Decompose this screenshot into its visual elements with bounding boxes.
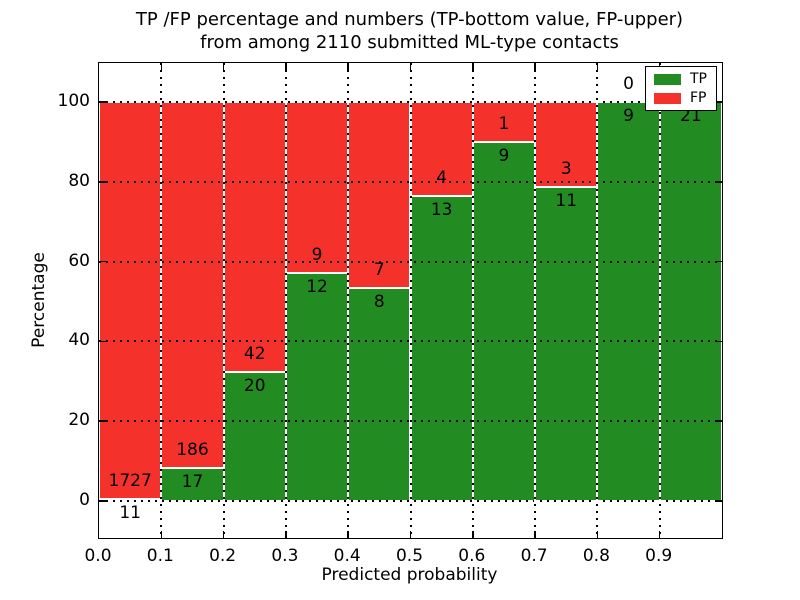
- fp-count-label: 42: [243, 344, 266, 365]
- x-tick-mark: [534, 531, 536, 538]
- fp-count-label: 0: [623, 73, 634, 94]
- bar-segment-tp: [410, 195, 473, 502]
- x-tick-mark: [596, 531, 599, 538]
- x-tick-label: 0.7: [520, 546, 548, 566]
- x-tick-mark: [285, 531, 287, 538]
- x-tick-label: 0.9: [645, 546, 673, 566]
- y-tick-mark: [99, 340, 106, 343]
- legend-label-fp: FP: [690, 90, 707, 106]
- x-tick-mark: [409, 531, 412, 538]
- x-axis-label: Predicted probability: [321, 565, 498, 585]
- fp-count-label: 9: [311, 244, 323, 265]
- bar-segment-fp: [535, 101, 598, 188]
- chart-title-line1: TP /FP percentage and numbers (TP-bottom…: [135, 9, 684, 30]
- chart-title: TP /FP percentage and numbers (TP-bottom…: [98, 8, 721, 54]
- fp-count-label: 4: [436, 167, 448, 188]
- gridline-vertical: [160, 63, 163, 538]
- y-tick-mark: [99, 500, 106, 502]
- x-tick-mark: [222, 531, 225, 538]
- legend: TP FP: [645, 66, 717, 111]
- fp-count-label: 7: [373, 260, 385, 281]
- x-tick-label: 0.3: [271, 546, 299, 566]
- y-tick-mark: [715, 500, 722, 502]
- y-tick-label: 20: [68, 410, 90, 431]
- x-tick-mark: [472, 63, 474, 70]
- y-tick-label: 0: [79, 490, 90, 511]
- legend-entry-tp: TP: [654, 72, 707, 86]
- bar-segment-tp: [472, 141, 536, 502]
- legend-label-tp: TP: [690, 71, 707, 87]
- tp-count-label: 8: [373, 292, 385, 313]
- bar-segment-tp: [348, 288, 411, 502]
- x-tick-label: 0.8: [582, 546, 610, 566]
- legend-entry-fp: FP: [654, 91, 707, 105]
- y-tick-mark: [715, 101, 722, 103]
- bar-segment-tp: [535, 187, 598, 502]
- y-tick-label: 60: [68, 250, 90, 271]
- tp-count-label: 11: [555, 191, 578, 212]
- x-tick-label: 0.0: [84, 546, 112, 566]
- gridline-vertical: [347, 63, 350, 538]
- tp-count-label: 9: [623, 105, 634, 126]
- tp-count-label: 20: [243, 376, 266, 397]
- fp-count-label: 186: [176, 439, 209, 460]
- bar-segment-fp: [223, 101, 286, 373]
- gridline-vertical: [596, 63, 599, 538]
- y-tick-mark: [99, 181, 106, 183]
- x-tick-mark: [472, 531, 474, 538]
- tp-count-label: 9: [498, 145, 510, 166]
- bar-segment-fp: [99, 101, 162, 499]
- x-tick-mark: [347, 531, 349, 538]
- fp-count-label: 1: [498, 113, 510, 134]
- y-tick-mark: [99, 101, 106, 103]
- x-tick-label: 0.6: [458, 546, 486, 566]
- y-tick-mark: [715, 340, 722, 343]
- x-tick-label: 0.4: [333, 546, 361, 566]
- tp-count-label: 12: [306, 276, 328, 297]
- x-tick-label: 0.2: [209, 546, 237, 566]
- bar-segment-tp: [597, 101, 660, 502]
- x-tick-mark: [409, 63, 412, 70]
- fp-count-label: 3: [560, 159, 572, 180]
- x-tick-mark: [160, 531, 163, 538]
- y-tick-mark: [715, 420, 722, 422]
- gridline-vertical: [658, 63, 661, 538]
- x-tick-mark: [658, 531, 661, 538]
- y-tick-label: 40: [68, 330, 90, 351]
- tp-color-swatch-icon: [654, 73, 681, 85]
- fp-count-label: 1727: [108, 470, 152, 491]
- gridline-vertical: [471, 63, 474, 538]
- x-tick-mark: [285, 63, 287, 70]
- fp-color-swatch-icon: [654, 92, 681, 104]
- tp-count-label: 13: [430, 199, 453, 220]
- y-tick-mark: [99, 420, 106, 422]
- plot-area: 172711186174220912784131931109021: [98, 62, 723, 539]
- y-tick-label: 100: [57, 90, 90, 111]
- x-tick-label: 0.5: [395, 546, 424, 566]
- gridline-vertical: [222, 63, 225, 538]
- x-tick-mark: [222, 63, 225, 70]
- gridline-vertical: [534, 63, 537, 538]
- gridline-vertical: [284, 63, 287, 538]
- y-tick-mark: [99, 260, 106, 263]
- x-tick-mark: [347, 63, 349, 70]
- y-tick-label: 80: [68, 170, 90, 191]
- y-tick-mark: [715, 260, 722, 263]
- x-tick-mark: [160, 63, 163, 70]
- bar-segment-tp: [285, 272, 349, 502]
- tp-count-label: 17: [181, 471, 204, 492]
- x-tick-mark: [596, 63, 599, 70]
- tp-count-label: 11: [119, 502, 141, 523]
- x-tick-mark: [534, 63, 536, 70]
- x-tick-label: 0.1: [146, 546, 174, 566]
- chart-title-line2: from among 2110 submitted ML-type contac…: [200, 32, 619, 53]
- gridline-vertical: [409, 63, 412, 538]
- bar-segment-fp: [161, 101, 224, 468]
- y-tick-mark: [715, 181, 722, 183]
- bar-segment-tp: [659, 101, 722, 502]
